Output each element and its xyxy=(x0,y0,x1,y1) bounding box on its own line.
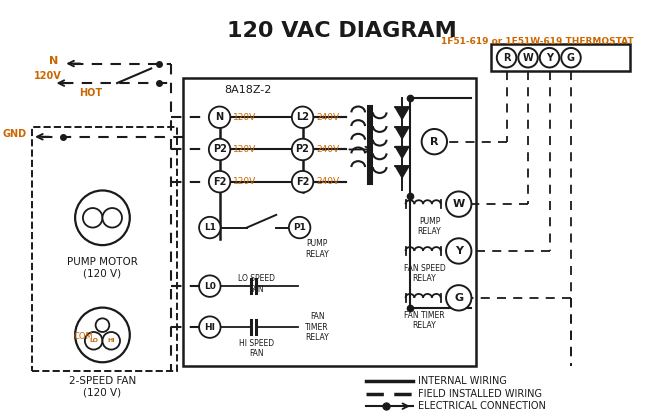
Text: L2: L2 xyxy=(296,112,309,122)
Text: P1: P1 xyxy=(293,223,306,232)
Circle shape xyxy=(85,332,103,349)
Text: INTERNAL WIRING: INTERNAL WIRING xyxy=(417,376,507,386)
Circle shape xyxy=(421,129,447,154)
Circle shape xyxy=(289,217,310,238)
Circle shape xyxy=(519,48,538,67)
Circle shape xyxy=(199,275,220,297)
Text: 120V: 120V xyxy=(233,113,257,122)
Text: W: W xyxy=(453,199,465,209)
Bar xyxy=(184,78,476,366)
Text: P2: P2 xyxy=(212,145,226,155)
Text: L0: L0 xyxy=(204,282,216,291)
Text: GND: GND xyxy=(2,129,26,139)
Text: FIELD INSTALLED WIRING: FIELD INSTALLED WIRING xyxy=(417,388,542,398)
Text: 240V: 240V xyxy=(316,113,339,122)
Bar xyxy=(491,44,630,71)
Text: 8A18Z-2: 8A18Z-2 xyxy=(224,85,272,95)
Polygon shape xyxy=(395,166,409,178)
Text: ELECTRICAL CONNECTION: ELECTRICAL CONNECTION xyxy=(417,401,545,411)
Circle shape xyxy=(75,191,130,245)
Text: 120V: 120V xyxy=(34,71,62,81)
Text: FAN
TIMER
RELAY: FAN TIMER RELAY xyxy=(306,313,329,342)
Circle shape xyxy=(446,238,472,264)
Circle shape xyxy=(96,318,109,332)
Text: N: N xyxy=(216,112,224,122)
Text: Y: Y xyxy=(455,246,463,256)
Text: FAN TIMER
RELAY: FAN TIMER RELAY xyxy=(404,310,445,330)
Circle shape xyxy=(75,308,130,362)
Circle shape xyxy=(446,191,472,217)
Text: HI SPEED
FAN: HI SPEED FAN xyxy=(239,339,274,358)
Circle shape xyxy=(497,48,517,67)
Circle shape xyxy=(561,48,581,67)
Text: P2: P2 xyxy=(295,145,310,155)
Text: LO: LO xyxy=(89,338,98,343)
Text: 120V: 120V xyxy=(233,177,257,186)
Circle shape xyxy=(446,285,472,310)
Text: PUMP
RELAY: PUMP RELAY xyxy=(417,217,442,236)
Circle shape xyxy=(83,208,103,228)
Text: N: N xyxy=(50,56,58,66)
Text: W: W xyxy=(523,53,533,63)
Text: PUMP MOTOR
(120 V): PUMP MOTOR (120 V) xyxy=(67,257,138,279)
Circle shape xyxy=(199,217,220,238)
Circle shape xyxy=(292,106,314,128)
Circle shape xyxy=(292,139,314,160)
Text: 120 VAC DIAGRAM: 120 VAC DIAGRAM xyxy=(226,21,456,41)
Text: FAN SPEED
RELAY: FAN SPEED RELAY xyxy=(404,264,446,283)
Circle shape xyxy=(103,332,120,349)
Text: 240V: 240V xyxy=(316,177,339,186)
Text: 1F51-619 or 1F51W-619 THERMOSTAT: 1F51-619 or 1F51W-619 THERMOSTAT xyxy=(440,37,633,46)
Circle shape xyxy=(199,316,220,338)
Text: F2: F2 xyxy=(213,177,226,187)
Text: LO SPEED
FAN: LO SPEED FAN xyxy=(238,274,275,294)
Polygon shape xyxy=(395,127,409,139)
Text: HI: HI xyxy=(107,338,115,343)
Bar xyxy=(32,127,177,371)
Text: 120V: 120V xyxy=(233,145,257,154)
Circle shape xyxy=(209,139,230,160)
Text: Y: Y xyxy=(546,53,553,63)
Polygon shape xyxy=(395,108,409,119)
Text: 240V: 240V xyxy=(316,145,339,154)
Text: R: R xyxy=(430,137,439,147)
Text: HI: HI xyxy=(204,323,215,331)
Text: PUMP
RELAY: PUMP RELAY xyxy=(306,239,329,259)
Text: HOT: HOT xyxy=(79,88,103,98)
Circle shape xyxy=(292,171,314,192)
Text: R: R xyxy=(502,53,511,63)
Text: L1: L1 xyxy=(204,223,216,232)
Text: F2: F2 xyxy=(296,177,310,187)
Text: G: G xyxy=(567,53,575,63)
Text: 2-SPEED FAN
(120 V): 2-SPEED FAN (120 V) xyxy=(69,376,136,398)
Circle shape xyxy=(540,48,559,67)
Circle shape xyxy=(209,106,230,128)
Text: COM: COM xyxy=(73,332,93,341)
Text: G: G xyxy=(454,293,463,303)
Polygon shape xyxy=(395,147,409,158)
Circle shape xyxy=(103,208,122,228)
Circle shape xyxy=(209,171,230,192)
